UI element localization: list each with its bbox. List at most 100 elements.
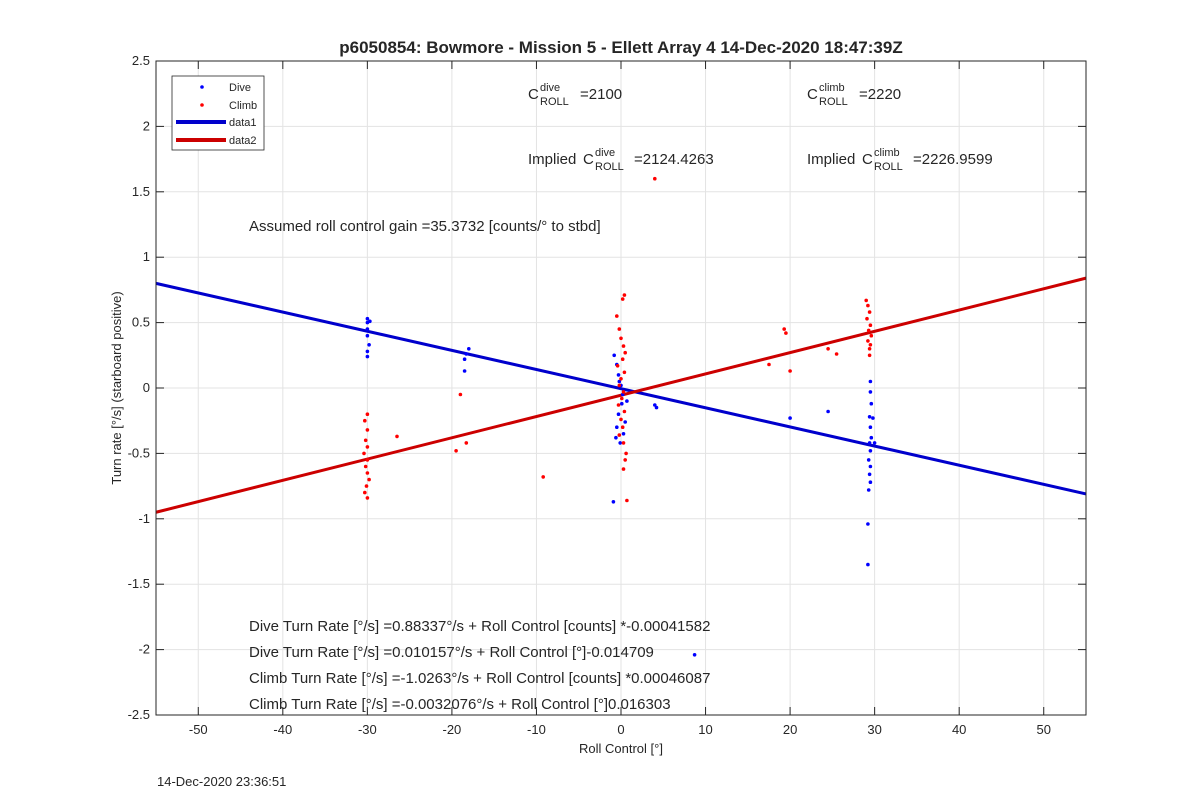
- implied-climb-subscript: ROLL: [874, 161, 903, 173]
- x-tick-label: 10: [698, 722, 712, 737]
- legend-box: [171, 75, 265, 151]
- dive-point: [868, 425, 873, 430]
- dive-point: [826, 409, 830, 414]
- implied-climb-value: =2226.9599: [913, 151, 993, 168]
- x-tick-label: -40: [273, 722, 292, 737]
- climb-point: [622, 370, 627, 375]
- climb-point: [621, 344, 626, 348]
- fit-annotation-dive-degrees: Dive Turn Rate [°/s] =0.010157°/s + Roll…: [249, 644, 654, 661]
- y-tick-label: 2.5: [132, 53, 150, 68]
- climb-point: [622, 293, 627, 297]
- climb-point: [782, 327, 786, 331]
- dive-point: [869, 401, 874, 406]
- climb-point: [364, 484, 369, 488]
- dive-point: [788, 416, 792, 420]
- legend-marker-dive: [200, 85, 204, 89]
- axis-ticks: -50 -40 -30 -20 -10 0 10 20 30 40 50-2.5-2-1.5-1-0…: [128, 53, 1086, 737]
- climb-point: [362, 451, 366, 456]
- climb-point: [363, 418, 367, 423]
- implied-climb-symbol: C: [862, 151, 873, 168]
- dive-point: [611, 500, 616, 504]
- climb-point: [541, 475, 545, 479]
- dive-point: [868, 379, 873, 384]
- climb-point: [784, 331, 788, 335]
- implied-climb-prefix: Implied: [807, 151, 855, 168]
- dive-point: [612, 353, 616, 358]
- climb-point: [867, 310, 872, 314]
- dive-point: [462, 369, 467, 373]
- c-dive-superscript: dive: [540, 82, 560, 94]
- implied-climb-superscript: climb: [874, 147, 900, 159]
- implied-dive-superscript: dive: [595, 147, 615, 159]
- gain-annotation: Assumed roll control gain =35.3732 [coun…: [249, 218, 601, 235]
- legend-label-data2: data2: [229, 135, 257, 147]
- fit-annotation-climb-degrees: Climb Turn Rate [°/s] =-0.0032076°/s + R…: [249, 696, 671, 713]
- dive-point: [867, 472, 872, 477]
- y-axis-label: Turn rate [°/s] (starboard positive): [109, 291, 124, 484]
- dive-point: [871, 416, 875, 420]
- climb-point: [619, 377, 623, 381]
- climb-point: [617, 383, 622, 388]
- x-tick-label: 50: [1036, 722, 1050, 737]
- dive-point: [614, 435, 618, 440]
- climb-point: [866, 339, 870, 343]
- dive-point: [866, 522, 870, 526]
- implied-dive-value: =2124.4263: [634, 151, 714, 168]
- climb-point: [767, 362, 771, 367]
- x-tick-label: 20: [783, 722, 797, 737]
- climb-point: [367, 477, 371, 482]
- dive-point: [867, 441, 872, 445]
- climb-point: [619, 336, 623, 341]
- dive-point: [868, 390, 873, 394]
- dive-point: [867, 415, 872, 419]
- x-tick-label: -30: [358, 722, 377, 737]
- climb-point: [365, 428, 370, 432]
- climb-point: [826, 347, 830, 351]
- climb-point: [620, 425, 625, 430]
- climb-point: [464, 441, 469, 445]
- climb-point: [620, 357, 625, 362]
- climb-point: [365, 496, 370, 500]
- climb-point: [866, 328, 871, 333]
- dive-point: [868, 464, 873, 469]
- y-tick-label: -0.5: [128, 445, 150, 460]
- dive-point: [464, 352, 469, 356]
- climb-point: [623, 350, 627, 355]
- y-tick-label: 0.5: [132, 315, 150, 330]
- climb-point: [365, 458, 370, 462]
- dive-point: [462, 357, 467, 362]
- x-tick-label: 0: [617, 722, 624, 737]
- fit-line-data2: [155, 276, 1087, 514]
- y-tick-label: -2: [138, 642, 150, 657]
- chart-title: p6050854: Bowmore - Mission 5 - Ellett A…: [339, 38, 902, 57]
- climb-point: [868, 343, 873, 347]
- climb-point: [867, 347, 872, 351]
- dive-point: [365, 349, 370, 354]
- dive-point: [866, 562, 870, 567]
- x-tick-label: -20: [443, 722, 462, 737]
- climb-point: [620, 297, 625, 301]
- c-climb-value: =2220: [859, 86, 901, 103]
- climb-point: [623, 458, 627, 462]
- dive-point: [623, 420, 627, 424]
- climb-point: [615, 364, 620, 368]
- climb-point: [616, 403, 621, 407]
- dive-point: [615, 425, 619, 430]
- climb-point: [622, 409, 627, 414]
- climb-point: [865, 316, 869, 321]
- dive-point: [617, 379, 622, 384]
- climb-point: [653, 176, 657, 181]
- climb-point: [458, 392, 463, 397]
- print-timestamp: 14-Dec-2020 23:36:51: [157, 774, 286, 789]
- c-dive-subscript: ROLL: [540, 96, 569, 108]
- implied-dive-symbol: C: [583, 151, 594, 168]
- y-tick-label: -2.5: [128, 707, 150, 722]
- legend: Dive Climb data1 data2: [171, 75, 265, 151]
- legend-label-data1: data1: [229, 117, 257, 129]
- dive-point: [616, 373, 621, 377]
- climb-point: [834, 352, 839, 356]
- x-tick-label: -10: [527, 722, 546, 737]
- dive-point: [467, 347, 471, 351]
- c-dive-value: =2100: [580, 86, 622, 103]
- dive-point: [616, 412, 621, 417]
